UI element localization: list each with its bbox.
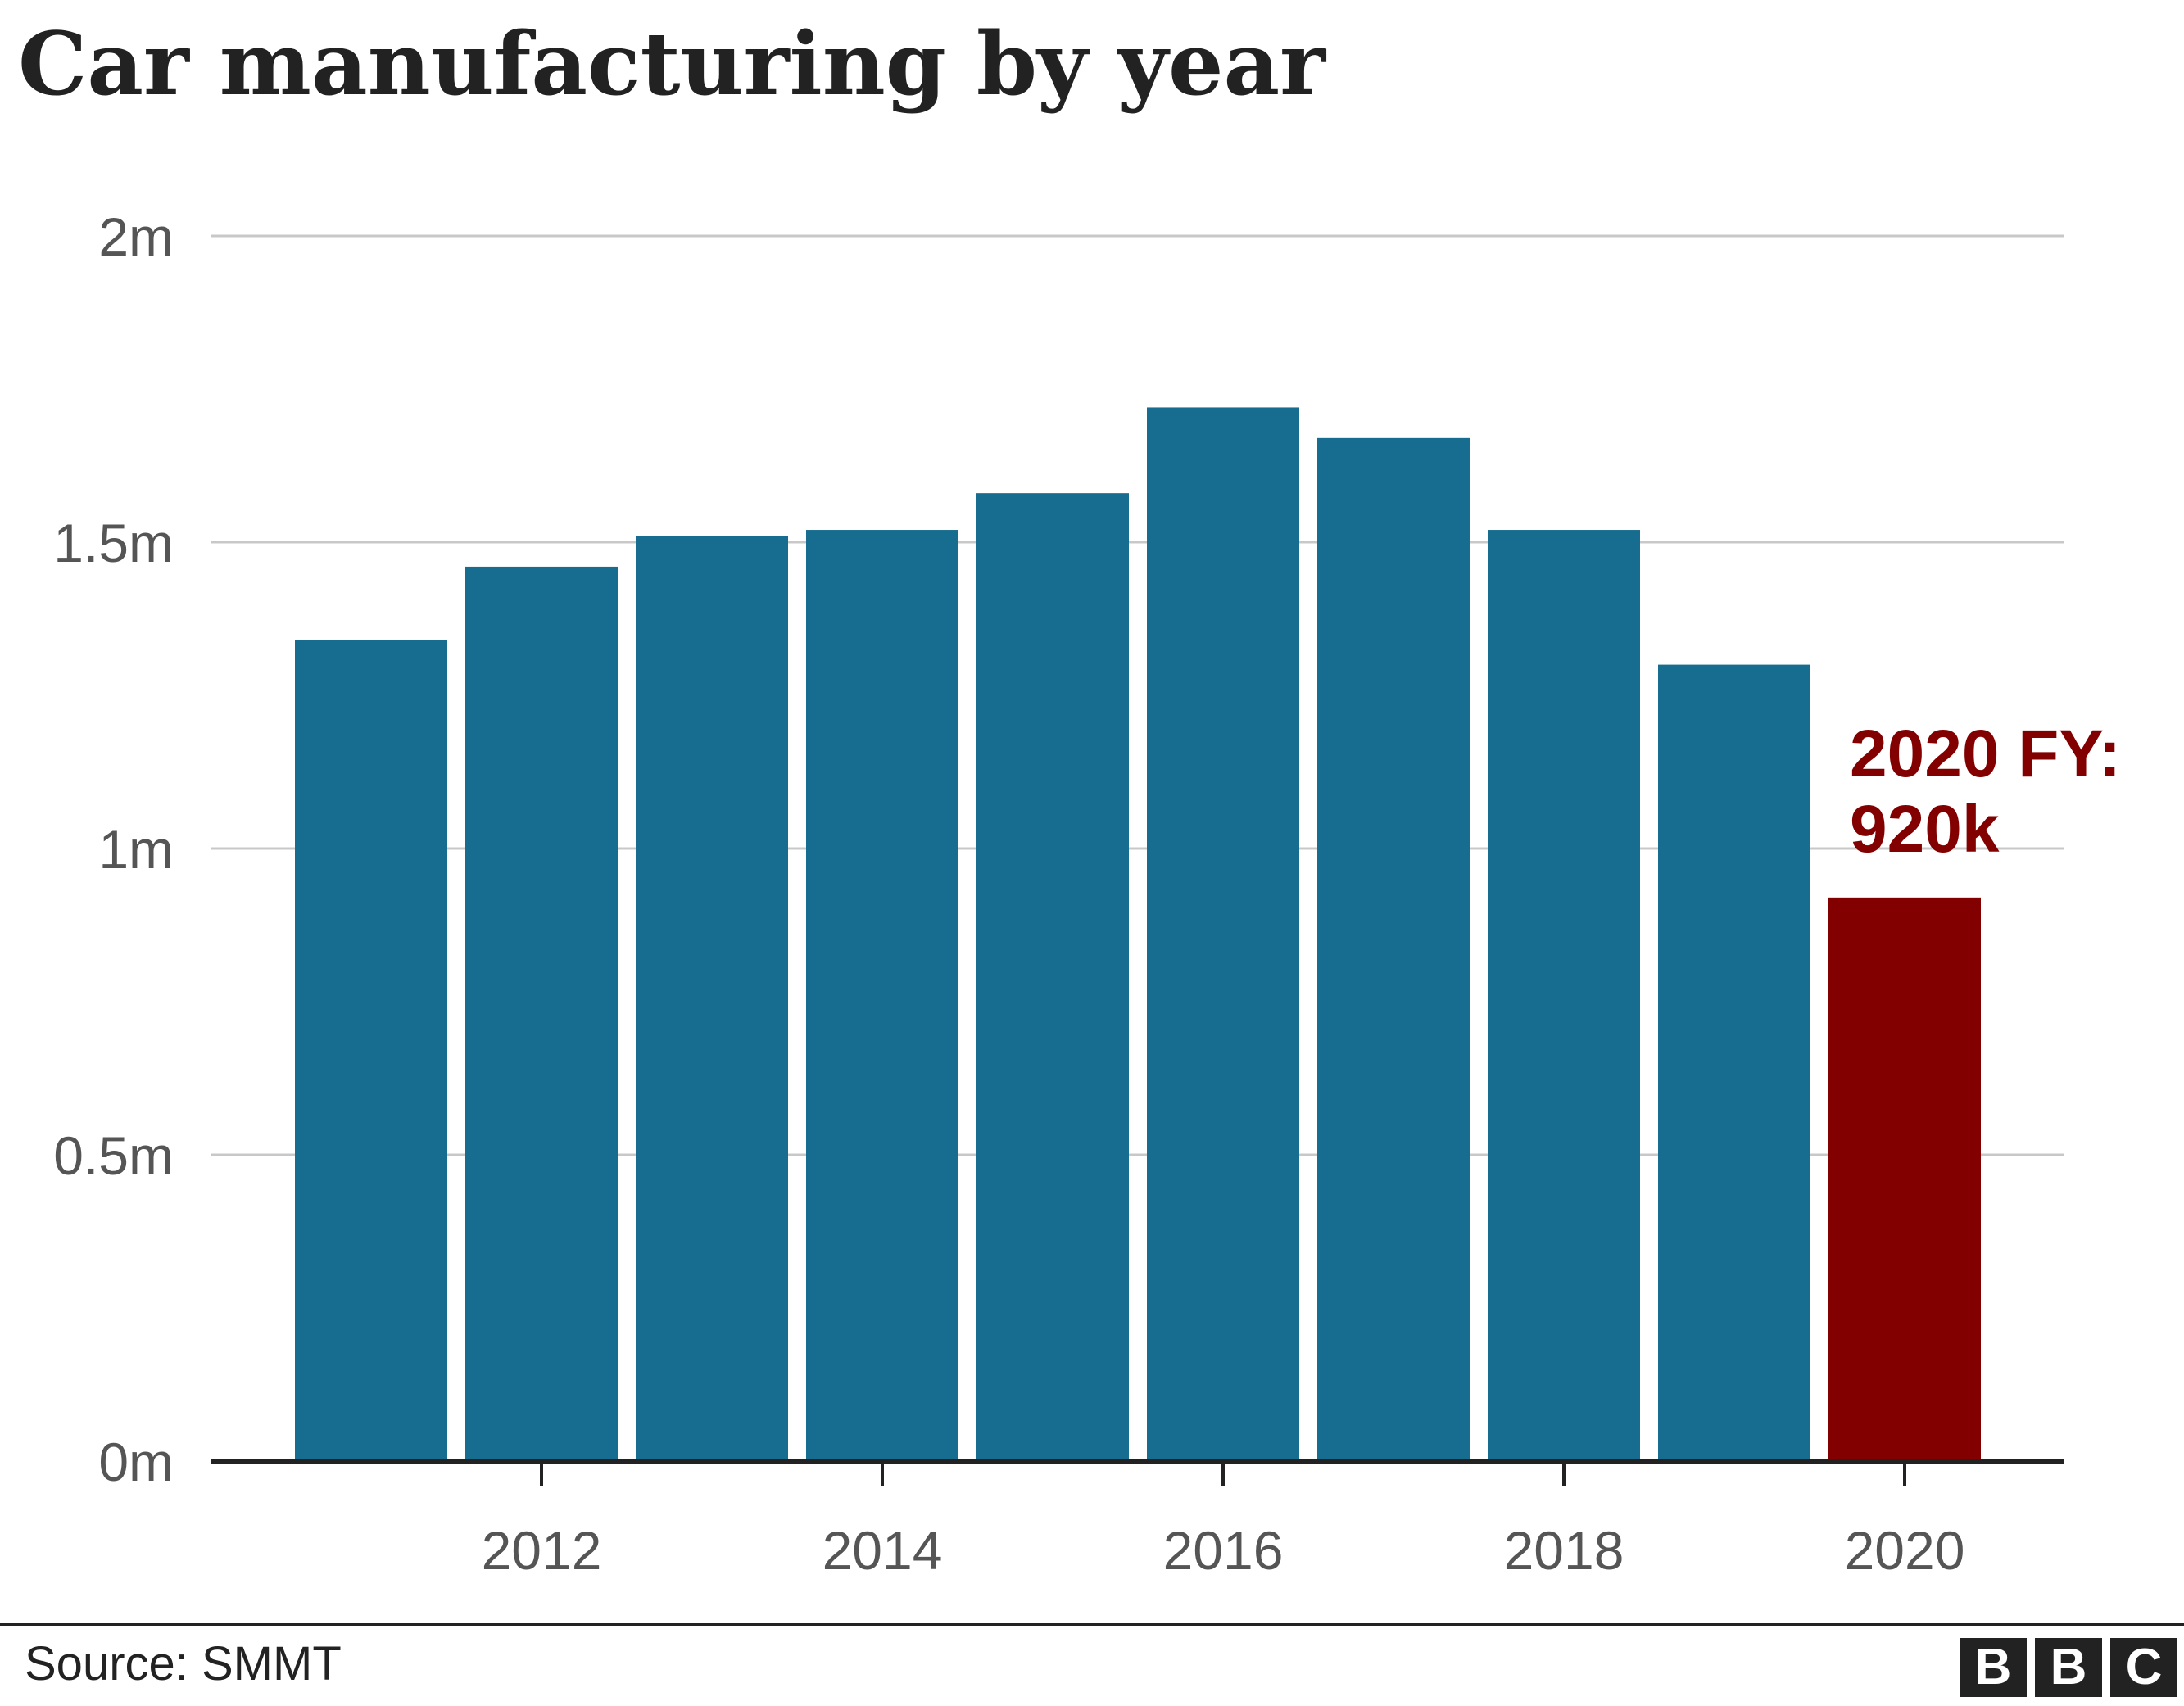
annotation-value: 920k xyxy=(1850,792,2000,867)
annotation-label: 2020 FY: xyxy=(1850,717,2121,791)
bbc-logo-letter: B xyxy=(2035,1638,2102,1697)
x-tick-label: 2014 xyxy=(822,1520,943,1581)
bar xyxy=(465,566,618,1462)
bar xyxy=(636,536,788,1461)
bar xyxy=(976,493,1129,1462)
y-tick-label: 2m xyxy=(98,206,174,267)
y-tick-label: 0.5m xyxy=(53,1125,174,1186)
bar xyxy=(295,640,447,1461)
y-tick-label: 1m xyxy=(98,819,174,880)
y-tick-label: 0m xyxy=(98,1432,174,1492)
bar xyxy=(1488,530,1640,1461)
bbc-logo-letter: C xyxy=(2110,1638,2177,1697)
bbc-logo-letter: B xyxy=(1960,1638,2027,1697)
source-note: Source: SMMT xyxy=(25,1637,342,1690)
bar-chart: 0m 0.5m 1m 1.5m 2m 2012 2014 2016 2018 2020 2020 F… xyxy=(53,206,2121,1581)
bbc-logo: B B C xyxy=(1960,1638,2177,1697)
footer-divider xyxy=(0,1623,2184,1626)
bar xyxy=(806,530,958,1461)
bar xyxy=(1658,664,1810,1461)
x-tick-label: 2020 xyxy=(1845,1520,1965,1581)
bar xyxy=(1147,407,1299,1462)
bar-highlight xyxy=(1828,897,1981,1461)
y-tick-label: 1.5m xyxy=(53,513,174,573)
x-tick-label: 2016 xyxy=(1163,1520,1284,1581)
x-tick-label: 2018 xyxy=(1504,1520,1624,1581)
x-tick-label: 2012 xyxy=(482,1520,602,1581)
bar xyxy=(1317,437,1470,1461)
chart-title: Car manufacturing by year xyxy=(18,12,1326,115)
